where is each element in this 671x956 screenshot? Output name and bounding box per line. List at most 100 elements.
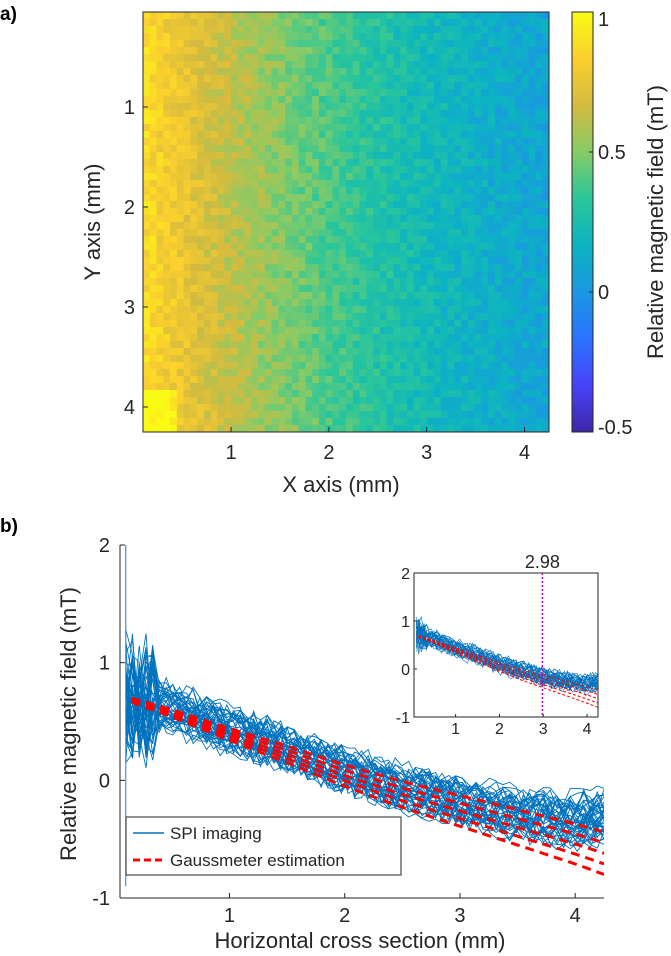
heatmap-cell: [515, 173, 523, 181]
heatmap-cell: [420, 334, 428, 342]
heatmap-cell: [332, 75, 340, 83]
heatmap-cell: [461, 96, 469, 104]
heatmap-cell: [197, 110, 205, 118]
heatmap-cell: [433, 285, 442, 293]
heatmap-cell: [427, 341, 435, 349]
heatmap-cell: [447, 278, 455, 286]
heatmap-cell: [400, 75, 408, 83]
heatmap-cell: [373, 383, 381, 391]
heatmap-cell: [210, 89, 219, 97]
heatmap-cell: [264, 243, 273, 251]
heatmap-cell: [170, 145, 178, 153]
heatmap-cell: [359, 390, 367, 398]
heatmap-cell: [406, 243, 415, 251]
heatmap-cell: [325, 355, 334, 363]
heatmap-cell: [440, 138, 449, 146]
heatmap-cell: [528, 40, 537, 48]
heatmap-cell: [183, 82, 191, 90]
heatmap-cell: [339, 187, 347, 195]
heatmap-cell: [312, 341, 320, 349]
heatmap-cell: [244, 348, 252, 356]
heatmap-cell: [264, 194, 273, 202]
heatmap-cell: [535, 166, 543, 174]
heatmap-cell: [508, 208, 516, 216]
heatmap-cell: [210, 47, 219, 55]
heatmap-cell: [224, 215, 232, 223]
heatmap-cell: [346, 138, 354, 146]
heatmap-cell: [176, 362, 185, 370]
heatmap-cell: [440, 362, 449, 370]
heatmap-cell: [373, 33, 381, 41]
heatmap-cell: [291, 96, 300, 104]
heatmap-cell: [454, 75, 462, 83]
heatmap-cell: [143, 117, 151, 125]
heatmap-cell: [318, 201, 327, 209]
heatmap-cell: [467, 250, 476, 258]
heatmap-cell: [359, 243, 367, 251]
heatmap-cell: [433, 376, 442, 384]
heatmap-cell: [346, 355, 354, 363]
heatmap-cell: [285, 180, 293, 188]
heatmap-cell: [433, 271, 442, 279]
heatmap-cell: [386, 397, 394, 405]
heatmap-cell: [170, 292, 178, 300]
heatmap-cell: [447, 215, 455, 223]
heatmap-cell: [251, 271, 259, 279]
heatmap-cell: [494, 180, 503, 188]
heatmap-cell: [352, 96, 361, 104]
heatmap-cell: [230, 180, 239, 188]
heatmap-cell: [440, 201, 449, 209]
heatmap-cell: [325, 292, 334, 300]
heatmap-cell: [156, 257, 164, 265]
heatmap-cell: [447, 166, 455, 174]
heatmap-cell: [251, 103, 259, 111]
heatmap-cell: [494, 355, 503, 363]
heatmap-cell: [508, 292, 516, 300]
heatmap-cell: [406, 306, 415, 314]
heatmap-cell: [467, 299, 476, 307]
heatmap-cell: [298, 390, 306, 398]
heatmap-cell: [332, 33, 340, 41]
heatmap-cell: [474, 12, 482, 20]
heatmap-cell: [515, 369, 523, 377]
heatmap-cell: [521, 110, 530, 118]
heatmap-cell: [258, 215, 266, 223]
heatmap-cell: [203, 243, 212, 251]
heatmap-cell: [494, 138, 503, 146]
heatmap-cell: [379, 369, 388, 377]
heatmap-cell: [237, 250, 246, 258]
heatmap-cell: [244, 250, 252, 258]
heatmap-cell: [312, 194, 320, 202]
heatmap-cell: [521, 327, 530, 335]
heatmap-cell: [305, 355, 313, 363]
heatmap-cell: [278, 215, 286, 223]
heatmap-cell: [427, 180, 435, 188]
heatmap-cell: [305, 201, 313, 209]
heatmap-cell: [278, 334, 286, 342]
heatmap-cell: [447, 103, 455, 111]
heatmap-cell: [420, 397, 428, 405]
heatmap-cell: [298, 362, 306, 370]
heatmap-cell: [156, 61, 164, 69]
heatmap-cell: [251, 250, 259, 258]
heatmap-cell: [217, 411, 225, 419]
heatmap-cell: [420, 68, 428, 76]
heatmap-x-tick-label: 4: [519, 442, 530, 464]
heatmap-cell: [325, 229, 334, 237]
heatmap-cell: [332, 145, 340, 153]
heatmap-cell: [447, 411, 455, 419]
heatmap-cell: [298, 397, 306, 405]
heatmap-cell: [325, 236, 334, 244]
heatmap-cell: [305, 96, 313, 104]
heatmap-cell: [535, 320, 543, 328]
heatmap-cell: [318, 166, 327, 174]
heatmap-cell: [230, 285, 239, 293]
heatmap-cell: [508, 229, 516, 237]
inset-x-tick-label: 3: [539, 721, 548, 738]
heatmap-cell: [197, 348, 205, 356]
heatmap-cell: [515, 61, 523, 69]
inset-plot-area: [415, 615, 598, 708]
heatmap-cell: [258, 124, 266, 132]
heatmap-cell: [217, 173, 225, 181]
heatmap-cell: [406, 376, 415, 384]
